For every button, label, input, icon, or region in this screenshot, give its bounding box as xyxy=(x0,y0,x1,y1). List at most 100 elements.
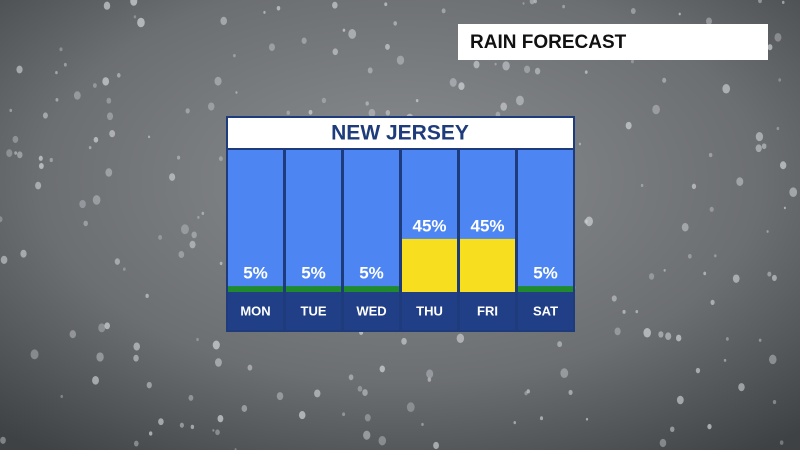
raindrop xyxy=(268,43,276,51)
raindrop xyxy=(652,104,660,115)
value-label: 5% xyxy=(359,264,384,283)
raindrop xyxy=(92,376,99,385)
raindrop xyxy=(495,111,501,118)
raindrop xyxy=(276,6,281,11)
raindrop xyxy=(421,422,424,426)
raindrop xyxy=(263,10,266,14)
x-tick-label: FRI xyxy=(477,303,498,318)
raindrop xyxy=(368,108,376,118)
raindrop xyxy=(147,135,151,139)
raindrop xyxy=(648,273,655,280)
raindrop xyxy=(133,354,139,362)
raindrop xyxy=(73,91,81,100)
day-cell xyxy=(344,292,399,330)
raindrop xyxy=(104,322,110,330)
raindrop xyxy=(218,156,223,162)
raindrop xyxy=(20,249,27,258)
raindrop xyxy=(158,418,164,426)
raindrop xyxy=(705,17,712,25)
raindrop xyxy=(0,255,8,265)
raindrop xyxy=(191,231,197,239)
raindrop xyxy=(758,0,762,4)
raindrop xyxy=(384,2,388,7)
raindrop xyxy=(562,4,566,9)
day-cell xyxy=(228,292,283,330)
raindrop xyxy=(539,416,544,421)
raindrop xyxy=(779,440,784,445)
header-title: RAIN FORECAST xyxy=(470,32,627,53)
raindrop xyxy=(98,323,106,333)
raindrop xyxy=(176,155,181,160)
value-label: 5% xyxy=(243,264,268,283)
raindrop xyxy=(212,340,220,350)
raindrop xyxy=(502,61,510,71)
day-cell xyxy=(518,292,573,330)
raindrop xyxy=(6,149,13,157)
raindrop xyxy=(725,337,729,341)
raindrop xyxy=(681,223,689,232)
column-background xyxy=(344,150,399,292)
raindrop xyxy=(247,364,253,371)
raindrop xyxy=(772,399,777,405)
raindrop xyxy=(102,77,110,86)
raindrop xyxy=(722,84,731,94)
raindrop xyxy=(286,110,290,115)
raindrop xyxy=(169,173,176,181)
raindrop xyxy=(789,187,798,198)
raindrop xyxy=(658,331,664,338)
raindrop xyxy=(83,220,88,227)
raindrop xyxy=(710,299,715,305)
raindrop xyxy=(557,341,563,348)
bar xyxy=(460,238,515,292)
raindrop xyxy=(456,333,465,343)
title-bar xyxy=(228,118,573,148)
raindrop xyxy=(396,55,405,65)
raindrop xyxy=(755,132,764,142)
raindrop xyxy=(758,338,762,342)
raindrop xyxy=(133,440,139,447)
raindrop xyxy=(185,108,190,114)
raindrop xyxy=(133,342,140,351)
raindrop xyxy=(367,67,373,74)
raindrop xyxy=(378,436,387,446)
raindrop xyxy=(145,293,149,299)
raindrop xyxy=(774,32,782,42)
x-tick-label: TUE xyxy=(301,303,327,318)
raindrop xyxy=(513,421,517,425)
raindrop xyxy=(755,144,762,153)
raindrop xyxy=(49,157,53,163)
raindrop xyxy=(0,216,3,223)
bar xyxy=(518,286,573,292)
raindrop xyxy=(63,62,67,67)
raindrop xyxy=(114,258,120,265)
raindrop xyxy=(217,414,224,423)
raindrop xyxy=(662,77,667,83)
x-tick-label: WED xyxy=(356,303,386,318)
raindrop xyxy=(515,95,524,106)
raindrop xyxy=(714,254,717,258)
raindrop xyxy=(783,206,786,210)
raindrop xyxy=(723,358,727,362)
raindrop xyxy=(55,97,59,102)
raindrop xyxy=(158,235,163,240)
raindrop xyxy=(768,354,777,365)
day-cell xyxy=(460,292,515,330)
raindrop xyxy=(533,0,537,4)
raindrop xyxy=(732,274,740,283)
raindrop xyxy=(614,327,621,336)
raindrop xyxy=(148,431,153,436)
raindrop xyxy=(362,389,368,396)
raindrop xyxy=(767,44,773,51)
raindrop xyxy=(415,98,419,103)
raindrop xyxy=(55,71,58,75)
raindrop xyxy=(473,60,480,69)
raindrop xyxy=(695,367,701,374)
raindrop xyxy=(332,48,339,56)
raindrop xyxy=(233,53,236,58)
value-label: 5% xyxy=(533,264,558,283)
raindrop xyxy=(500,102,508,111)
raindrop xyxy=(9,108,13,113)
raindrop xyxy=(761,143,767,150)
